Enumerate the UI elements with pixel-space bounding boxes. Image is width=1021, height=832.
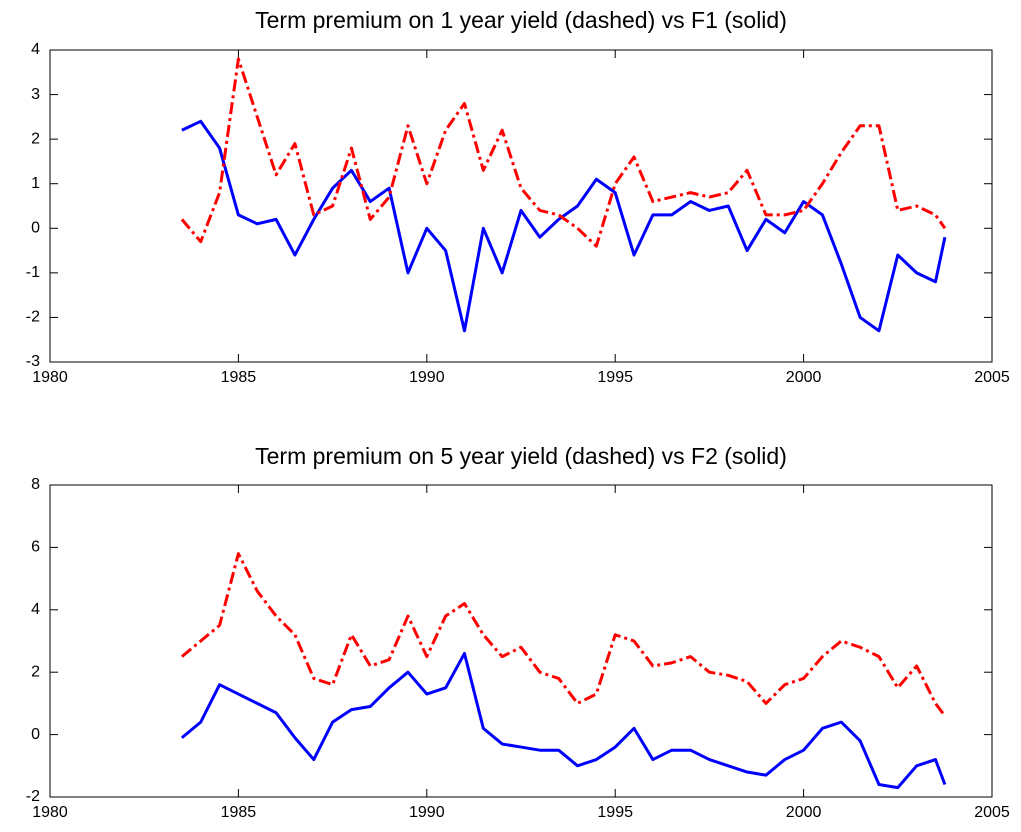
data-line	[181, 119, 947, 333]
x-tick-label: 2005	[974, 804, 1010, 821]
x-tick-label: 2005	[974, 369, 1010, 386]
x-tick-label: 1995	[597, 369, 633, 386]
y-tick-label: 3	[31, 86, 40, 103]
y-tick-label: -3	[26, 353, 40, 370]
y-tick-label: 8	[31, 476, 40, 493]
plot-area	[49, 484, 993, 798]
y-tick-label: -2	[26, 788, 40, 805]
y-tick-label: 1	[31, 175, 40, 192]
y-tick-label: 2	[31, 130, 40, 147]
data-line	[180, 57, 947, 248]
y-tick-label: 2	[31, 663, 40, 680]
data-line	[180, 552, 947, 717]
x-tick-label: 1980	[32, 804, 68, 821]
y-tick-label: -1	[26, 264, 40, 281]
x-tick-label: 1985	[221, 369, 257, 386]
x-tick-label: 2000	[786, 369, 822, 386]
x-tick-label: 1990	[409, 804, 445, 821]
x-tick-label: 1985	[221, 804, 257, 821]
y-tick-label: 0	[31, 726, 40, 743]
chart-title: Term premium on 5 year yield (dashed) vs…	[255, 443, 787, 469]
x-tick-label: 1995	[597, 804, 633, 821]
chart-title: Term premium on 1 year yield (dashed) vs…	[255, 7, 787, 33]
y-tick-label: 6	[31, 539, 40, 556]
data-line	[180, 651, 947, 790]
x-tick-label: 1980	[32, 369, 68, 386]
y-tick-label: 4	[31, 41, 40, 58]
y-tick-label: 0	[31, 220, 40, 237]
x-tick-label: 2000	[786, 804, 822, 821]
y-tick-label: -2	[26, 309, 40, 326]
x-tick-label: 1990	[409, 369, 445, 386]
plot-area	[49, 49, 993, 363]
y-tick-label: 4	[31, 601, 40, 618]
